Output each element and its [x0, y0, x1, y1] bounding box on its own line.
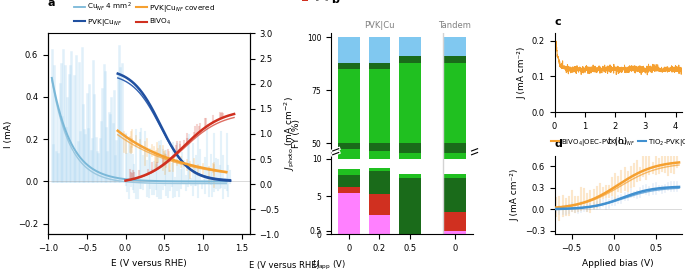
Bar — [338, 187, 360, 193]
Text: E (V versus RHE): E (V versus RHE) — [249, 261, 320, 270]
Bar — [338, 169, 360, 175]
Bar — [338, 143, 360, 149]
Bar — [369, 151, 390, 158]
Bar — [399, 177, 421, 234]
Text: PVK|Cu: PVK|Cu — [364, 21, 395, 30]
Bar — [444, 56, 466, 63]
Bar — [399, 56, 421, 63]
Bar — [369, 37, 390, 63]
Bar — [444, 37, 466, 56]
Bar — [369, 168, 390, 171]
Bar — [444, 177, 466, 211]
Text: d: d — [555, 139, 562, 149]
Bar — [399, 63, 421, 143]
X-axis label: E (V versus RHE): E (V versus RHE) — [111, 259, 186, 268]
Bar — [369, 69, 390, 143]
Text: b: b — [331, 0, 339, 5]
Bar — [444, 63, 466, 143]
Text: $U_\mathrm{app}$ (V): $U_\mathrm{app}$ (V) — [312, 259, 346, 272]
Bar — [338, 37, 360, 63]
Y-axis label: FY (%): FY (%) — [292, 119, 301, 148]
Y-axis label: J (mA cm⁻²): J (mA cm⁻²) — [517, 47, 526, 99]
Text: c: c — [555, 17, 561, 27]
Bar — [369, 143, 390, 151]
Legend: Cu$_{NF}$ 4 mm$^2$, PVK|Cu$_{NF}$, PVK|Cu$_{NF}$ covered, BiVO$_4$: Cu$_{NF}$ 4 mm$^2$, PVK|Cu$_{NF}$, PVK|C… — [71, 0, 218, 31]
Text: a: a — [48, 0, 55, 8]
Bar — [444, 230, 466, 234]
Legend: C$_2$H$_4$, C$_2$H$_6$, CO, H$_2$, HCOOH: C$_2$H$_4$, C$_2$H$_6$, CO, H$_2$, HCOOH — [299, 0, 393, 7]
Bar — [369, 194, 390, 215]
Bar — [369, 215, 390, 234]
Bar — [444, 143, 466, 153]
Bar — [369, 63, 390, 69]
Bar — [444, 211, 466, 230]
Text: Tandem: Tandem — [438, 21, 471, 30]
Bar — [444, 153, 466, 158]
Bar — [369, 171, 390, 194]
Bar — [399, 143, 421, 153]
Y-axis label: J (mA cm⁻²): J (mA cm⁻²) — [510, 169, 519, 221]
Bar — [444, 174, 466, 177]
X-axis label: t (h): t (h) — [608, 136, 627, 146]
Bar — [338, 193, 360, 234]
Bar — [338, 175, 360, 187]
Y-axis label: I (mA): I (mA) — [3, 120, 12, 148]
Bar — [399, 37, 421, 56]
Bar — [338, 63, 360, 69]
Bar — [399, 174, 421, 177]
Bar — [338, 69, 360, 143]
Bar — [399, 153, 421, 158]
Y-axis label: $J_\mathrm{photo}$ (mA cm$^{-2}$): $J_\mathrm{photo}$ (mA cm$^{-2}$) — [282, 97, 297, 171]
Bar — [338, 149, 360, 158]
Legend: BiVO$_4$|OEC-PVK|Cu$_{NF}$, TiO$_2$-PVK|Cu$_{NF}$: BiVO$_4$|OEC-PVK|Cu$_{NF}$, TiO$_2$-PVK|… — [548, 134, 685, 150]
X-axis label: Applied bias (V): Applied bias (V) — [582, 259, 654, 268]
